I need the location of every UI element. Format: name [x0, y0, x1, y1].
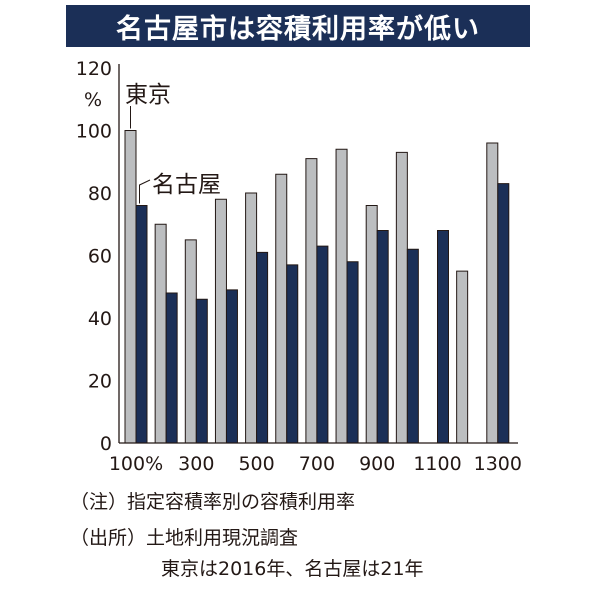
bar-tokyo-700	[305, 158, 318, 444]
bar-nagoya-400	[225, 289, 238, 444]
bar-tokyo-100	[124, 130, 137, 444]
bar-tokyo-1000	[395, 151, 408, 444]
x-tick-label: 1100	[413, 453, 461, 475]
bar-nagoya-1000	[406, 248, 419, 444]
bar-nagoya-600	[286, 264, 299, 444]
bar-nagoya-900	[376, 230, 389, 444]
bar-tokyo-200	[154, 223, 167, 444]
bar-tokyo-400	[214, 198, 227, 444]
bar-tokyo-500	[245, 192, 258, 444]
bar-tokyo-300	[184, 239, 197, 444]
bar-nagoya-100	[135, 205, 148, 444]
bar-nagoya-700	[316, 245, 329, 444]
leader-nagoya	[139, 179, 151, 204]
bar-nagoya-1100	[437, 230, 449, 444]
note-footnote: （注）指定容積率別の容積利用率	[70, 491, 356, 513]
y-tick-label: 40	[88, 308, 112, 330]
bar-nagoya-500	[256, 251, 269, 444]
bar-tokyo-1200	[456, 270, 469, 444]
bar-tokyo-800	[335, 148, 348, 444]
x-tick-label: 100%	[109, 453, 163, 475]
note-source: （出所）土地利用現況調査	[70, 527, 299, 549]
y-tick-label: 80	[88, 183, 112, 205]
series-label-tokyo: 東京	[125, 82, 171, 108]
bar-tokyo-1300	[486, 142, 499, 444]
y-tick-label: 100	[76, 121, 112, 143]
y-unit-label: %	[84, 89, 102, 111]
y-tick-label: 0	[100, 433, 112, 455]
bar-tokyo-600	[275, 173, 288, 444]
y-tick-label: 60	[88, 246, 112, 268]
x-tick-label: 500	[238, 453, 274, 475]
x-tick-label: 300	[178, 453, 214, 475]
bar-nagoya-800	[346, 261, 359, 444]
series-label-nagoya: 名古屋	[152, 172, 221, 198]
bar-nagoya-300	[195, 298, 208, 444]
x-tick-label: 700	[299, 453, 335, 475]
bar-nagoya-1300	[497, 183, 510, 444]
y-tick-label: 20	[88, 371, 112, 393]
chart-title: 名古屋市は容積利用率が低い	[66, 5, 530, 47]
bar-nagoya-200	[165, 292, 178, 444]
x-tick-label: 1300	[474, 453, 522, 475]
x-tick-label: 900	[359, 453, 395, 475]
y-tick-label: 120	[76, 58, 112, 80]
note-survey-years: 東京は2016年、名古屋は21年	[161, 558, 424, 580]
bar-tokyo-900	[365, 205, 378, 444]
